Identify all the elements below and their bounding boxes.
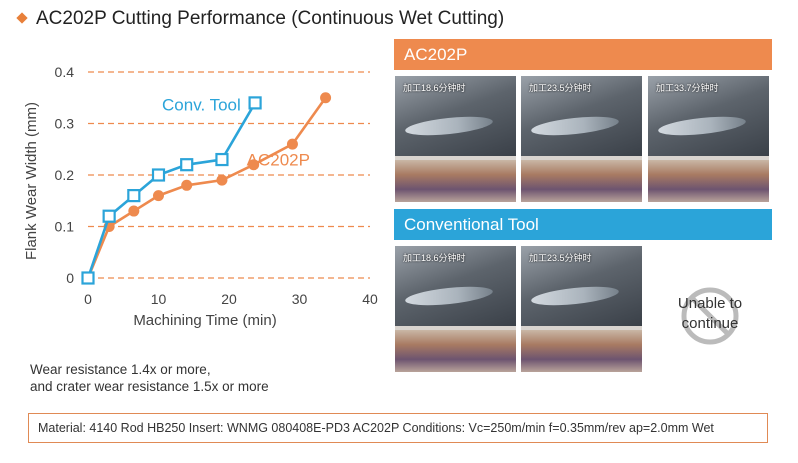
data-point — [286, 138, 298, 150]
data-point — [127, 189, 141, 203]
x-tick-label: 20 — [221, 291, 237, 307]
note-line-1: Wear resistance 1.4x or more, — [30, 362, 211, 377]
series-label: Conv. Tool — [162, 96, 241, 115]
y-tick-label: 0.4 — [55, 64, 75, 80]
y-tick-label: 0.3 — [55, 116, 75, 132]
performance-note: Wear resistance 1.4x or more, and crater… — [30, 361, 269, 395]
data-point — [216, 174, 228, 186]
unable-line-2: continue — [681, 315, 739, 332]
data-point — [215, 152, 229, 167]
x-tick-label: 40 — [362, 291, 378, 307]
photo-caption: 加工23.5分钟时 — [529, 83, 592, 93]
data-point — [81, 271, 95, 285]
photo-caption: 加工18.6分钟时 — [403, 253, 466, 263]
unable-line-1: Unable to — [677, 295, 743, 312]
data-point — [248, 96, 262, 110]
photo-caption: 加工18.6分钟时 — [403, 83, 466, 93]
data-point — [248, 159, 260, 171]
page-title: AC202P Cutting Performance (Continuous W… — [16, 8, 505, 30]
data-point — [128, 205, 140, 217]
series-line — [86, 96, 327, 279]
y-axis-label: Flank Wear Width (mm) — [23, 102, 40, 260]
data-point — [151, 168, 166, 182]
conditions-footer: Material: 4140 Rod HB250 Insert: WNMG 08… — [28, 413, 768, 443]
x-axis-label: Machining Time (min) — [133, 312, 276, 329]
wear-chart: 0 0.1 0.2 0.3 0.4 0 10 20 30 40 Machining Time (mi… — [23, 64, 378, 329]
data-point — [102, 209, 116, 223]
data-point — [153, 190, 164, 202]
y-tick-label: 0.2 — [55, 167, 75, 183]
unable-to-continue: Unable to continue — [662, 294, 758, 334]
series-label: AC202P — [247, 151, 310, 170]
y-tick-label: 0.1 — [55, 219, 75, 235]
data-point — [181, 179, 193, 191]
data-point — [180, 158, 194, 172]
prohibited-icon — [681, 287, 739, 345]
photo-caption: 加工23.5分钟时 — [529, 253, 592, 263]
x-tick-label: 10 — [151, 291, 167, 307]
x-tick-label: 0 — [84, 291, 92, 307]
ac202p-photo-1: 加工18.6分钟时 — [395, 76, 516, 202]
y-tick-label: 0 — [66, 270, 74, 286]
title-text: AC202P Cutting Performance (Continuous W… — [36, 8, 505, 29]
ac202p-photo-3: 加工33.7分钟时 — [648, 76, 769, 202]
data-point — [320, 92, 332, 104]
photo-caption: 加工33.7分钟时 — [656, 83, 719, 93]
ac202p-panel-header: AC202P — [394, 39, 772, 70]
conv-photo-2: 加工23.5分钟时 — [521, 246, 642, 372]
x-tick-label: 30 — [292, 291, 308, 307]
title-bullet-icon — [16, 12, 28, 24]
conventional-panel-header: Conventional Tool — [394, 209, 772, 240]
ac202p-photo-2: 加工23.5分钟时 — [521, 76, 642, 202]
note-line-2: and crater wear resistance 1.5x or more — [30, 379, 269, 394]
conv-photo-1: 加工18.6分钟时 — [395, 246, 516, 372]
